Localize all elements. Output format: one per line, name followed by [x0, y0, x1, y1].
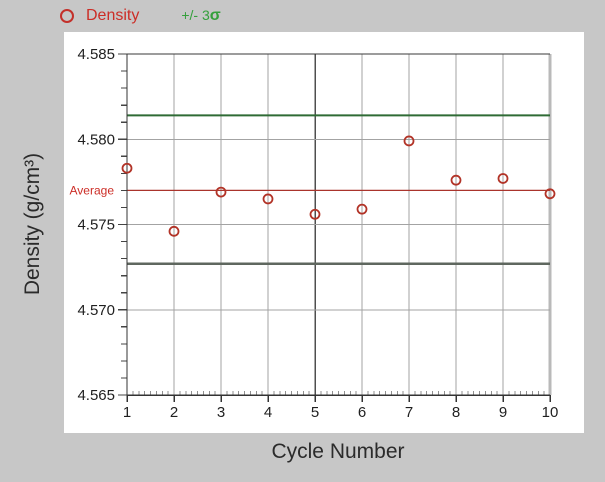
- legend-density-label: Density: [86, 7, 140, 24]
- data-point: [497, 173, 509, 184]
- data-point: [262, 193, 274, 205]
- x-tick-label: 6: [358, 404, 366, 421]
- data-point: [121, 162, 133, 174]
- data-point: [356, 203, 368, 215]
- x-tick-label: 4: [264, 404, 272, 421]
- data-point: [168, 225, 180, 237]
- data-point: [403, 135, 415, 147]
- x-tick-label: 9: [499, 404, 507, 421]
- x-tick-label: 1: [123, 404, 131, 421]
- x-tick-label: 5: [311, 404, 319, 421]
- x-tick-label: 7: [405, 404, 413, 421]
- y-tick-label: 4.570: [77, 302, 115, 319]
- density-point-icon: [60, 9, 74, 23]
- y-tick-label: 4.580: [77, 131, 115, 148]
- data-point: [544, 188, 556, 200]
- sigma-icon: σ: [209, 7, 221, 24]
- y-tick-label: 4.575: [77, 217, 115, 234]
- x-tick-label: 2: [170, 404, 178, 421]
- average-label: Average: [70, 183, 115, 197]
- legend-sigma-label: +/- 3σ: [181, 7, 220, 25]
- x-tick-label: 10: [542, 404, 559, 421]
- data-point: [450, 174, 462, 186]
- x-tick-label: 3: [217, 404, 225, 421]
- y-tick-label: 4.565: [77, 387, 115, 404]
- y-axis-title: Density (g/cm³): [21, 152, 44, 296]
- chart-panel: [64, 32, 584, 433]
- y-tick-label: 4.585: [77, 46, 115, 63]
- legend-sigma-prefix: +/- 3: [181, 7, 210, 23]
- data-point: [309, 208, 321, 220]
- data-point: [215, 186, 227, 198]
- x-tick-label: 8: [452, 404, 460, 421]
- legend: Density +/- 3σ: [60, 5, 221, 27]
- x-axis-title: Cycle Number: [271, 440, 405, 463]
